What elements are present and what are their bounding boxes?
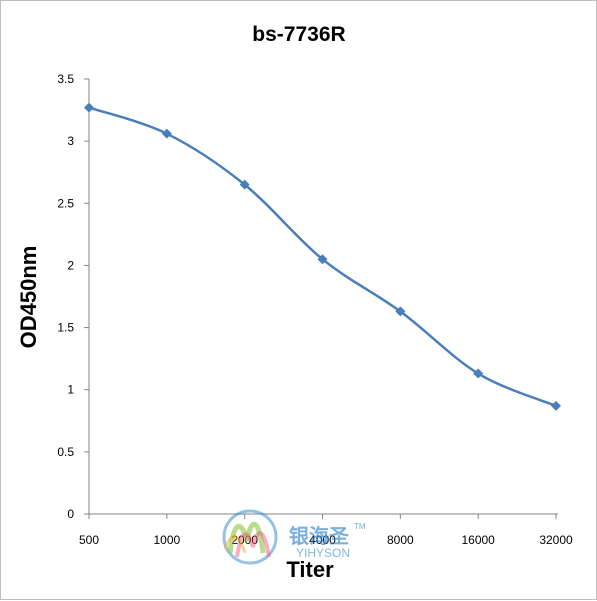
yihyson-logo-icon [222,509,278,565]
watermark-tm: TM [354,522,366,531]
data-point-marker [473,368,484,379]
watermark-cn-text: 银海圣 [289,524,350,548]
y-tick-label: 2.5 [57,196,74,210]
y-tick-label: 3.5 [57,72,74,86]
chart-title: bs-7736R [252,23,345,46]
yihyson-watermark: 银海圣 TM YIHYSON [222,509,366,565]
x-tick-label: 1000 [153,533,180,547]
y-ticks: 0 0.5 1 1.5 2 2.5 3 3.5 [57,72,89,521]
y-tick-label: 3 [67,134,74,148]
x-axis-title: Titer [286,557,334,582]
data-point-marker [317,254,328,265]
x-tick-label: 16000 [461,533,495,547]
watermark-en-text: YIHYSON [296,546,350,560]
x-tick-label: 500 [79,533,99,547]
x-tick-label: 8000 [387,533,414,547]
data-point-marker [395,306,406,317]
x-tick-label: 4000 [309,533,336,547]
axes [88,79,558,515]
y-tick-label: 1.5 [57,321,74,335]
y-tick-label: 1 [67,383,74,397]
data-point-marker [551,400,561,411]
series-markers [84,102,561,411]
x-tick-label: 32000 [539,533,573,547]
data-point-marker [161,128,172,139]
y-tick-label: 0 [67,507,74,521]
y-axis-title: OD450nm [16,246,41,349]
y-tick-label: 2 [67,258,74,272]
data-point-marker [84,102,94,113]
y-tick-label: 0.5 [57,445,74,459]
data-point-marker [239,179,250,190]
